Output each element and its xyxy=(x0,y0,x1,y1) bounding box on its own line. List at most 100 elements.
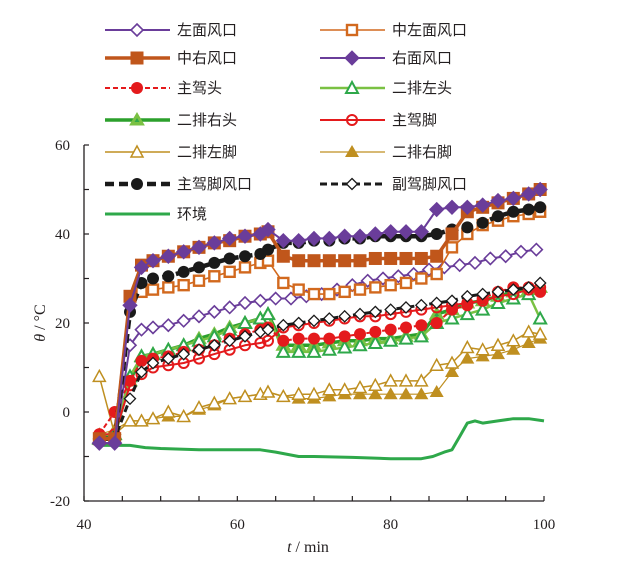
data-point xyxy=(505,190,522,207)
data-point xyxy=(221,230,238,247)
data-point xyxy=(208,270,221,283)
data-point xyxy=(238,261,252,274)
data-point xyxy=(306,386,322,400)
data-point xyxy=(307,254,321,268)
data-point xyxy=(276,249,290,263)
data-point xyxy=(476,216,489,229)
data-point xyxy=(308,332,320,345)
data-point xyxy=(290,343,307,358)
data-point xyxy=(459,199,476,216)
data-point xyxy=(430,317,443,329)
y-tick-label: 20 xyxy=(55,316,70,332)
data-point xyxy=(382,332,399,347)
data-point xyxy=(292,332,305,345)
legend-item: 二排右头 xyxy=(105,111,237,129)
data-point xyxy=(521,336,536,349)
legend-item: 二排左头 xyxy=(320,79,452,97)
data-point xyxy=(338,309,352,323)
data-point xyxy=(260,384,276,398)
data-point xyxy=(467,255,483,271)
legend-item: 中右风口 xyxy=(105,49,237,67)
data-point xyxy=(238,329,252,343)
legend-item: 右面风口 xyxy=(320,49,452,67)
data-point xyxy=(398,224,414,240)
data-point xyxy=(506,342,521,355)
data-point xyxy=(322,254,336,268)
data-point xyxy=(445,227,459,241)
legend-label: 主驾头 xyxy=(177,79,222,97)
data-point xyxy=(207,395,222,409)
data-point xyxy=(253,293,268,308)
data-point xyxy=(306,230,322,247)
legend-label: 右面风口 xyxy=(392,49,452,67)
data-point xyxy=(532,326,548,340)
x-axis-unit: min xyxy=(304,539,329,556)
series-8 xyxy=(92,324,548,440)
series-3 xyxy=(91,181,548,451)
data-point xyxy=(134,322,149,337)
data-point xyxy=(147,272,159,285)
x-tick-label: 80 xyxy=(383,517,398,533)
data-point xyxy=(429,357,444,372)
data-point xyxy=(338,285,351,299)
legend-marker xyxy=(344,79,360,94)
data-point xyxy=(323,332,336,345)
data-point xyxy=(413,328,430,343)
data-point xyxy=(223,265,236,279)
data-point xyxy=(336,339,353,354)
data-point xyxy=(161,352,175,366)
data-point xyxy=(430,267,443,281)
legend-marker xyxy=(129,144,145,158)
legend-label: 环境 xyxy=(177,205,207,223)
data-point xyxy=(461,299,474,312)
data-point xyxy=(398,330,414,345)
data-point xyxy=(382,224,399,240)
data-point xyxy=(532,181,548,198)
data-point xyxy=(161,318,176,333)
data-point xyxy=(414,298,428,312)
data-point xyxy=(191,239,207,256)
data-point xyxy=(277,334,290,347)
data-point xyxy=(135,354,148,367)
data-point xyxy=(414,387,429,400)
data-point xyxy=(123,392,137,406)
data-point xyxy=(145,320,161,335)
data-point xyxy=(276,388,291,403)
legend-label: 副驾脚风口 xyxy=(392,175,467,193)
legend-item: 副驾脚风口 xyxy=(320,175,467,193)
legend-label: 二排左脚 xyxy=(177,143,237,161)
data-point xyxy=(192,274,206,287)
data-point xyxy=(414,373,429,387)
data-point xyxy=(507,205,520,218)
data-point xyxy=(161,404,176,418)
data-point xyxy=(177,265,190,278)
data-point xyxy=(398,373,414,387)
data-point xyxy=(461,221,474,234)
data-point xyxy=(261,323,275,337)
data-point xyxy=(399,387,413,400)
data-point xyxy=(430,249,444,263)
data-point xyxy=(191,309,207,324)
data-point xyxy=(134,413,149,427)
data-point xyxy=(192,343,206,357)
data-point xyxy=(208,256,221,269)
data-point xyxy=(237,295,253,311)
data-point xyxy=(193,261,205,274)
data-point xyxy=(275,232,292,249)
data-point xyxy=(490,337,506,351)
data-point xyxy=(522,203,535,216)
data-point xyxy=(400,321,412,334)
data-point xyxy=(175,244,192,260)
data-point xyxy=(124,374,136,387)
legend-label: 二排左头 xyxy=(392,79,452,97)
data-point xyxy=(444,355,460,369)
data-point xyxy=(384,303,398,317)
data-point xyxy=(352,228,368,244)
data-point xyxy=(430,228,443,240)
data-point xyxy=(207,304,222,320)
data-point xyxy=(414,251,428,265)
legend-label: 主驾脚 xyxy=(392,111,437,129)
y-axis-var: θ xyxy=(32,334,49,342)
data-point xyxy=(191,399,207,414)
x-axis-var: t xyxy=(287,539,292,556)
